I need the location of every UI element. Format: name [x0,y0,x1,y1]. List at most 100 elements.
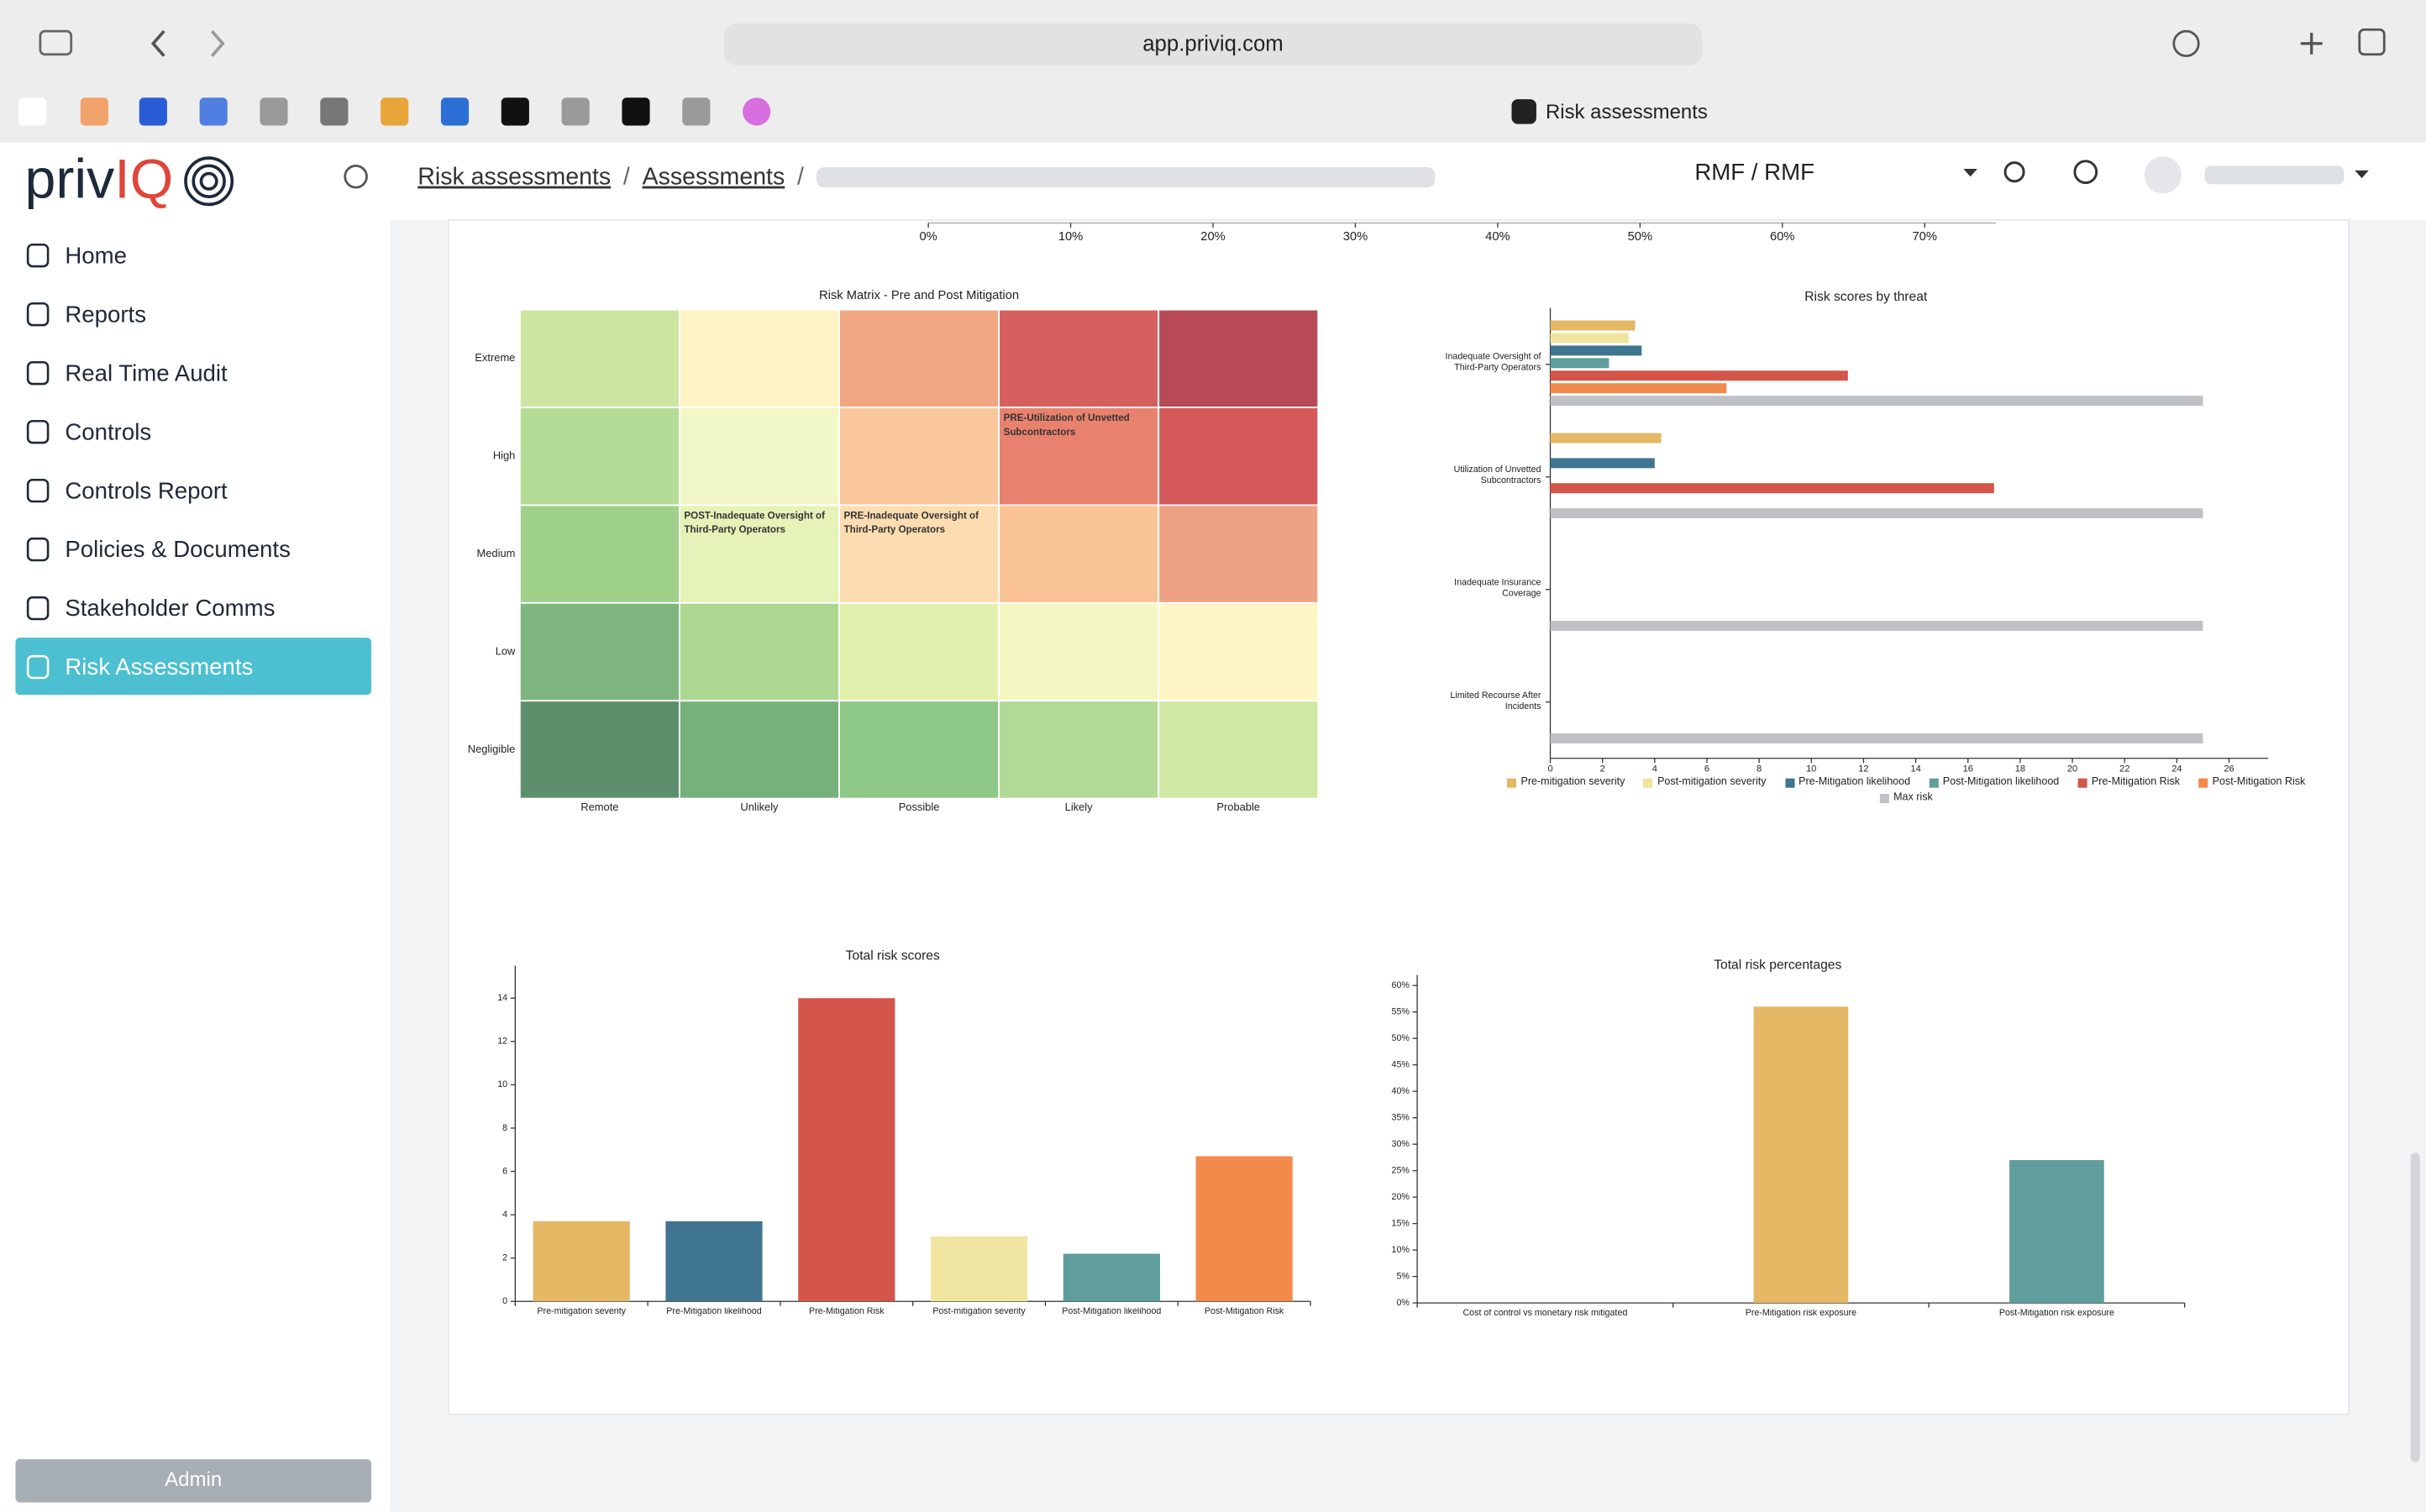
legend-swatch [1784,777,1794,787]
nav-item[interactable]: Controls [65,418,151,444]
x-tick-label: 6 [1704,764,1709,774]
cell-label-box: PRE-Utilization of Unvetted Subcontracto… [1004,413,1130,438]
matrix-cell [518,308,680,408]
admin-button[interactable] [15,1459,372,1503]
nav-icon [26,596,50,621]
forward-button[interactable] [210,29,225,57]
legend-swatch [1929,777,1939,787]
bookmark[interactable] [320,97,349,126]
bookmark[interactable] [18,97,47,126]
bar [1063,1253,1160,1302]
nav-item[interactable]: Policies & Documents [65,536,291,562]
breadcrumb-current-blurred [816,167,1436,188]
bookmark[interactable] [381,97,409,126]
y-category-label-box: Inadequate Oversight of Third-Party Oper… [1446,354,1541,374]
bar [1550,358,1609,369]
x-tick-label: 30% [1343,230,1368,244]
x-tick-label: 20% [1200,230,1225,244]
downloads-icon[interactable] [2172,29,2200,57]
nav-icon [26,537,50,562]
x-tick-label: Pre-Mitigation Risk [808,1307,885,1317]
chart-title: Risk Matrix - Pre and Post Mitigation [819,289,1019,302]
x-tick-label: 12 [1858,764,1868,774]
bookmark[interactable] [139,97,167,126]
bookmark[interactable] [561,97,590,126]
bookmark[interactable] [199,97,228,126]
nav-item[interactable]: Risk Assessments [65,654,253,680]
help-icon[interactable] [2073,160,2098,185]
matrix-cell [518,601,680,702]
breadcrumb-separator: / [623,164,630,191]
y-tick-label: 10% [1392,1245,1410,1255]
legend-label: Post-Mitigation Risk [2212,776,2306,788]
matrix-cell [838,308,1000,408]
nav-item[interactable]: Controls Report [65,477,228,503]
column-label: Unlikely [740,801,779,813]
x-tick-label: 22 [2119,764,2129,774]
y-tick-label: 0 [502,1296,507,1306]
bookmark[interactable] [743,97,771,126]
bookmark[interactable] [80,97,108,126]
tabs-overview[interactable] [2358,28,2386,56]
nav-item[interactable]: Stakeholder Comms [65,595,275,621]
legend-label: Pre-Mitigation likelihood [1798,776,1911,788]
y-tick-label: 5% [1396,1271,1410,1281]
bar [1550,733,2203,744]
scrollbar[interactable] [2410,1152,2420,1462]
bookmark[interactable] [440,97,470,126]
x-tick-label: 0% [919,230,937,244]
bar [1550,383,1727,394]
matrix-cell [998,601,1160,702]
legend-swatch [2077,777,2087,787]
sidebar-toggle[interactable] [39,29,73,56]
caret [2355,170,2369,179]
bookmark[interactable] [622,97,650,126]
column-label: Possible [899,801,940,813]
y-category-label: Inadequate Insurance Coverage [1454,578,1541,599]
legend-item: Post-Mitigation likelihood [1929,777,2059,788]
nav-icon [26,360,50,386]
cell-label-box: POST-Inadequate Oversight of Third-Party… [684,511,826,537]
breadcrumb-link[interactable]: Risk assessments [417,164,611,191]
bar [798,998,895,1302]
cell-label: POST-Inadequate Oversight of Third-Party… [684,511,826,537]
settings-icon[interactable] [2003,161,2025,183]
caret [1963,169,1977,177]
y-category-label: Utilization of Unvetted Subcontractors [1453,465,1541,486]
x-tick-label: 14 [1910,764,1920,774]
bookmarks-bar [18,97,771,126]
bar [1195,1156,1293,1302]
x-tick-label: Pre-mitigation severity [537,1307,627,1317]
bookmark[interactable] [501,97,529,126]
x-tick-label-box: Pre-Mitigation risk exposure [1745,1309,1857,1319]
bar [930,1236,1028,1302]
column-label: Remote [580,801,618,813]
matrix-cell [679,700,840,800]
x-tick-label: Pre-Mitigation risk exposure [1745,1309,1857,1319]
bookmark[interactable] [260,97,288,126]
bookmark[interactable] [682,97,711,126]
bar [1550,320,1636,331]
y-category-label-box: Inadequate Insurance Coverage [1454,578,1541,599]
nav-item[interactable]: Home [65,242,127,268]
breadcrumb-link[interactable]: Assessments [643,164,785,191]
matrix-cell [838,601,1000,702]
back-button[interactable] [150,29,165,57]
matrix-cell [998,700,1160,800]
legend-label: Post-mitigation severity [1657,776,1767,788]
framework-selector[interactable]: RMF / RMF [1694,159,1814,185]
bar [2009,1160,2104,1304]
avatar[interactable] [2144,156,2182,194]
tab-title[interactable]: Risk assessments [1546,101,1708,123]
address-bar[interactable] [723,23,1703,66]
row-label: Low [496,644,516,657]
new-tab-button[interactable] [2300,32,2323,55]
nav-item[interactable]: Real Time Audit [65,360,228,386]
bar [1550,345,1642,356]
collapse-sidebar[interactable] [344,164,368,189]
logo-mark [184,156,234,207]
cell-label: PRE-Inadequate Oversight of Third-Party … [843,511,979,537]
nav-item[interactable]: Reports [65,301,146,327]
legend-item: Pre-mitigation severity [1506,777,1625,788]
bar [1753,1006,1849,1304]
